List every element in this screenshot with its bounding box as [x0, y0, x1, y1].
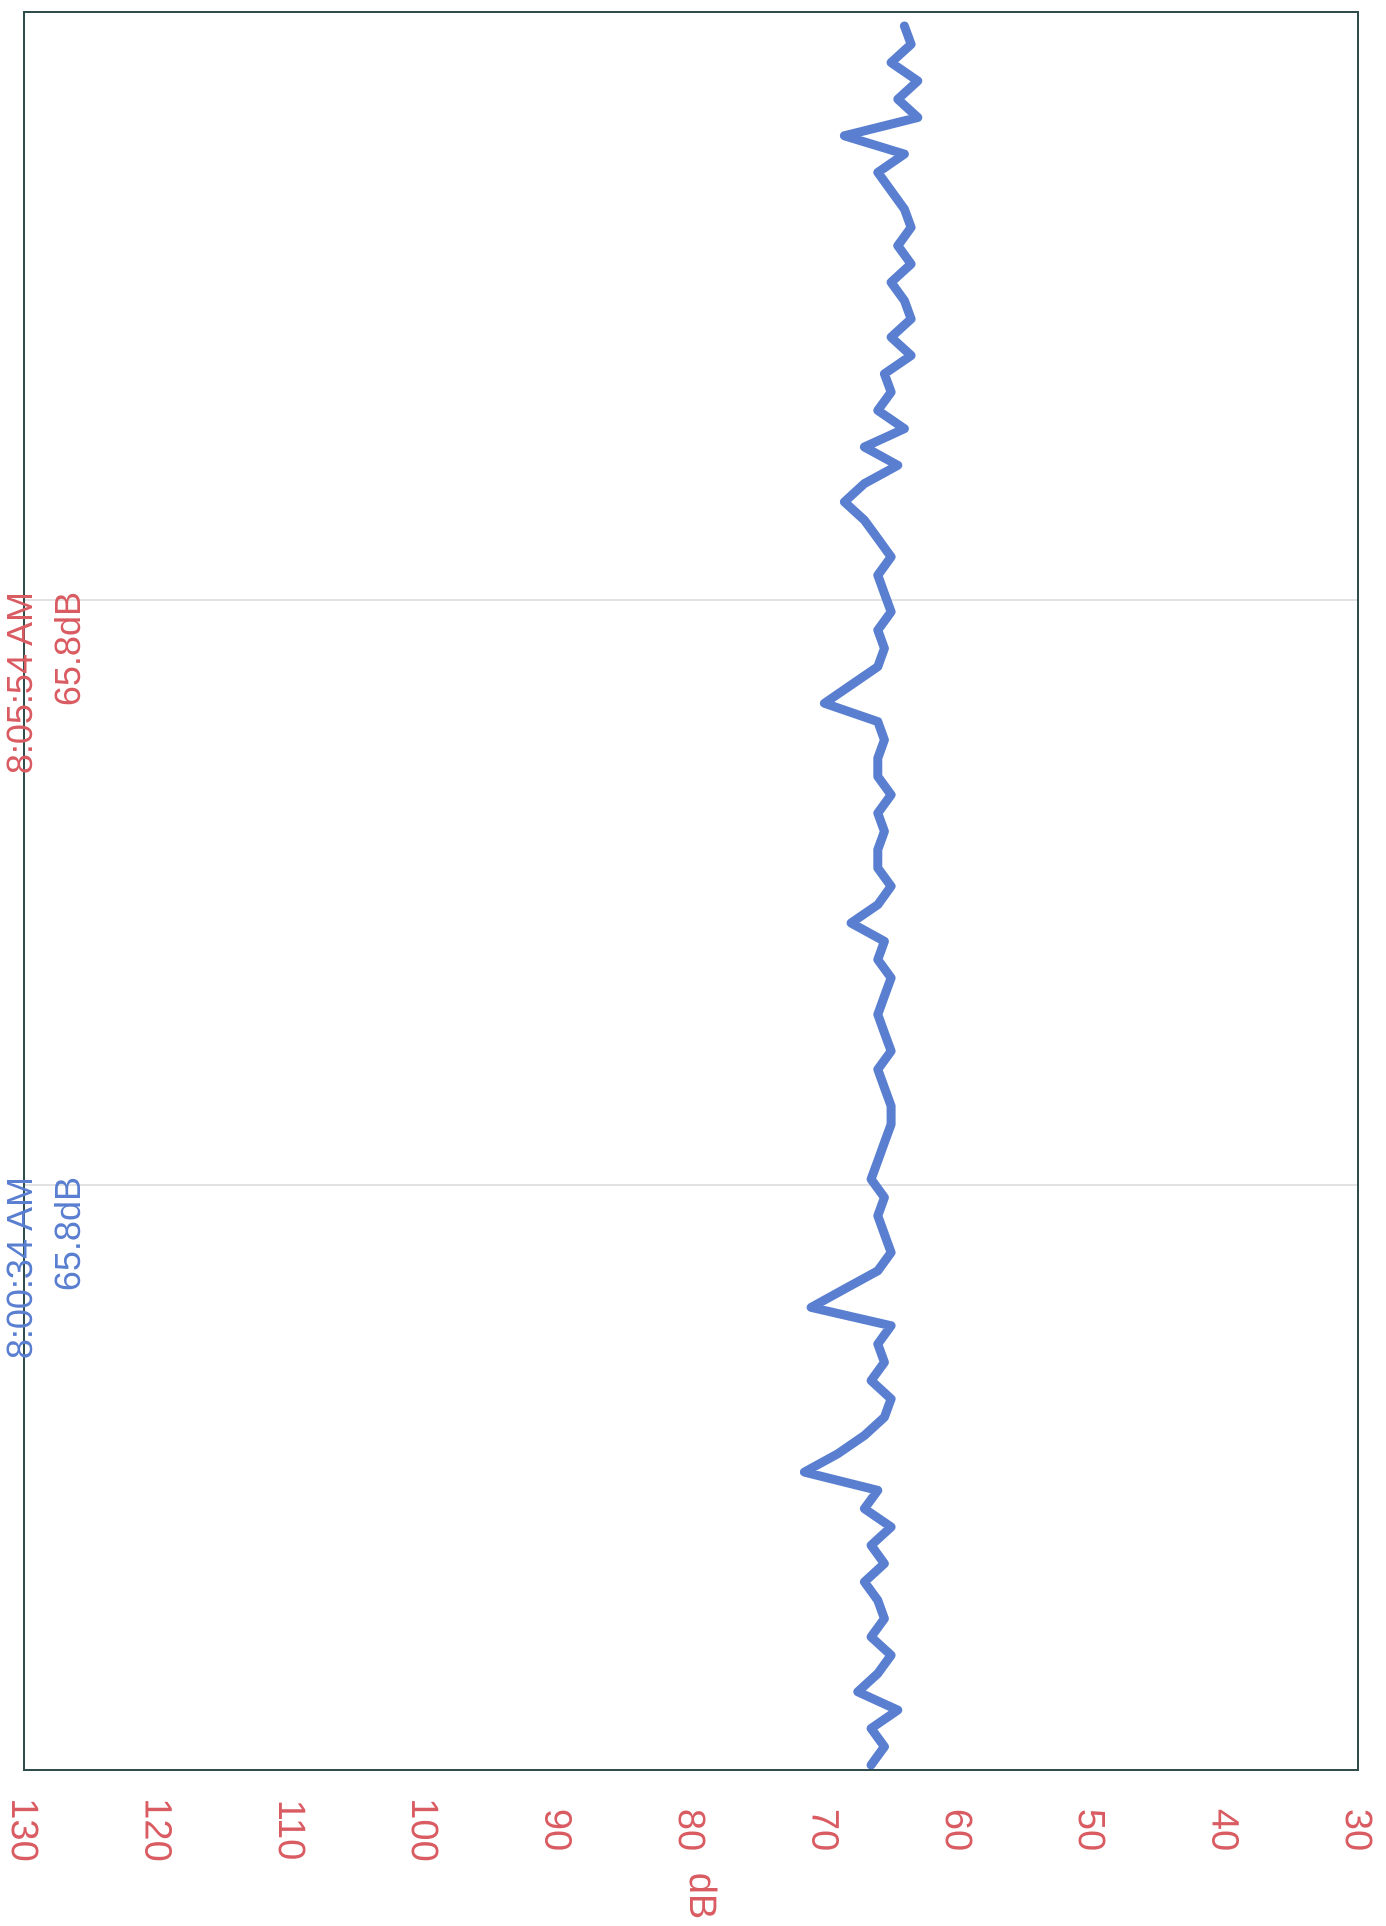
cursor-time-label: 8:05:54 AM	[0, 592, 40, 774]
y-tick-label: 60	[937, 1809, 979, 1851]
plot-frame	[23, 11, 1359, 1771]
y-tick-label: 80	[670, 1809, 712, 1851]
y-tick-label: 130	[3, 1798, 45, 1861]
y-tick-label: 110	[270, 1800, 312, 1861]
y-tick-label: 120	[136, 1798, 178, 1861]
y-tick-label: 30	[1337, 1809, 1379, 1851]
cursor-value-label: 65.8dB	[47, 1177, 88, 1291]
y-tick-label: 70	[803, 1809, 845, 1851]
y-axis-label: dB	[681, 1873, 723, 1919]
cursor-time-label: 8:00:34 AM	[0, 1177, 40, 1359]
y-tick-label: 90	[537, 1809, 579, 1851]
plot-background	[24, 12, 1358, 1770]
cursor-value-label: 65.8dB	[47, 592, 88, 706]
y-tick-label: 40	[1204, 1809, 1246, 1851]
y-tick-label: 100	[403, 1798, 445, 1861]
y-tick-label: 50	[1070, 1809, 1112, 1851]
series-line	[799, 21, 923, 1770]
